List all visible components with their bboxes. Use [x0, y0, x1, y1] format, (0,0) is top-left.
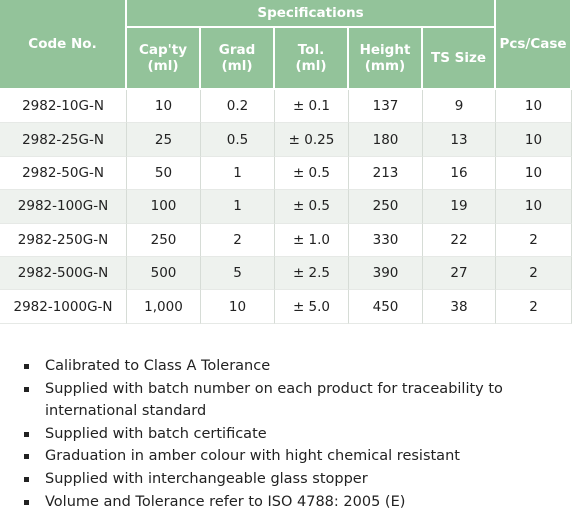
table-cell: 250	[127, 223, 201, 257]
table-cell: ± 1.0	[275, 223, 349, 257]
feature-item: Volume and Tolerance refer to ISO 4788: …	[24, 491, 572, 514]
table-cell: 2	[496, 290, 572, 324]
table-cell: 390	[349, 257, 423, 291]
table-cell: ± 0.1	[275, 90, 349, 124]
table-cell: 50	[127, 156, 201, 191]
column-header: Height (mm)	[349, 28, 423, 90]
table-cell: 213	[349, 156, 423, 191]
table-cell: 2982-10G-N	[0, 90, 127, 124]
feature-item: Supplied with batch number on each produ…	[24, 378, 572, 423]
table-cell: 2982-500G-N	[0, 257, 127, 291]
table-cell: 5	[201, 257, 275, 291]
table-cell: 2982-50G-N	[0, 156, 127, 191]
table-cell: 13	[423, 123, 496, 157]
table-cell: 10	[496, 156, 572, 191]
table-cell: 2982-100G-N	[0, 190, 127, 224]
table-cell: 250	[349, 190, 423, 224]
table-cell: 1	[201, 190, 275, 224]
table-cell: 180	[349, 123, 423, 157]
table-cell: 22	[423, 223, 496, 257]
table-cell: 10	[496, 190, 572, 224]
table-cell: 330	[349, 223, 423, 257]
table-cell: 25	[127, 123, 201, 157]
table-cell: ± 0.25	[275, 123, 349, 157]
table-cell: 38	[423, 290, 496, 324]
table-cell: 27	[423, 257, 496, 291]
table-cell: 2982-250G-N	[0, 223, 127, 257]
table-cell: ± 2.5	[275, 257, 349, 291]
feature-list: Calibrated to Class A Tolerance Supplied …	[0, 355, 572, 513]
column-header: Tol. (ml)	[275, 28, 349, 90]
table-cell: 2	[201, 223, 275, 257]
feature-item: Supplied with batch certificate	[24, 423, 572, 446]
column-header: Grad (ml)	[201, 28, 275, 90]
table-cell: 450	[349, 290, 423, 324]
table-cell: 2982-1000G-N	[0, 290, 127, 324]
table-cell: 100	[127, 190, 201, 224]
column-header: TS Size	[423, 28, 496, 90]
feature-item: Supplied with interchangeable glass stop…	[24, 468, 572, 491]
column-header: Cap'ty (ml)	[127, 28, 201, 90]
group-header: Specifications	[127, 0, 496, 28]
table-cell: ± 0.5	[275, 156, 349, 191]
table-cell: 10	[201, 290, 275, 324]
table-cell: 2	[496, 257, 572, 291]
feature-item: Calibrated to Class A Tolerance	[24, 355, 572, 378]
table-cell: 137	[349, 90, 423, 124]
table-cell: 10	[127, 90, 201, 124]
table-cell: 0.5	[201, 123, 275, 157]
table-cell: 2982-25G-N	[0, 123, 127, 157]
table-cell: 1	[201, 156, 275, 191]
column-header: Code No.	[0, 0, 127, 90]
table-cell: ± 5.0	[275, 290, 349, 324]
table-cell: 19	[423, 190, 496, 224]
table-cell: 16	[423, 156, 496, 191]
feature-item: Graduation in amber colour with hight ch…	[24, 445, 572, 468]
table-cell: 10	[496, 123, 572, 157]
table-cell: 0.2	[201, 90, 275, 124]
table-cell: 9	[423, 90, 496, 124]
table-cell: ± 0.5	[275, 190, 349, 224]
table-cell: 500	[127, 257, 201, 291]
table-cell: 10	[496, 90, 572, 124]
table-cell: 1,000	[127, 290, 201, 324]
table-cell: 2	[496, 223, 572, 257]
column-header: Pcs/Case	[496, 0, 572, 90]
